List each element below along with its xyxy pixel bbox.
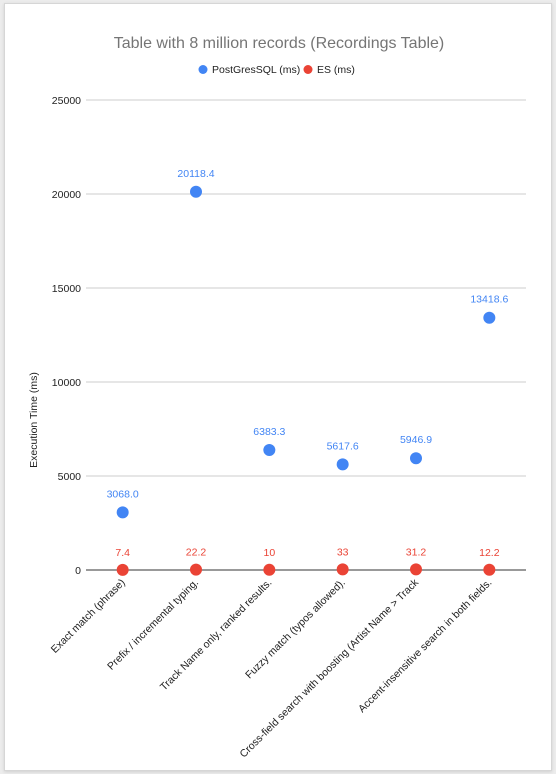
legend: PostGresSQL (ms) ES (ms): [198, 64, 355, 76]
chart-title: Table with 8 million records (Recordings…: [114, 35, 445, 52]
postgres-point: [190, 185, 202, 198]
data-points: [116, 185, 496, 576]
x-category-label: Exact match (phrase): [49, 577, 128, 656]
legend-entry: ES (ms): [317, 64, 355, 76]
y-tick-label: 15000: [52, 283, 81, 295]
postgres-point: [410, 452, 422, 465]
data-label: 5946.9: [400, 434, 432, 446]
y-tick-label: 25000: [52, 95, 81, 107]
x-axis-categories: Exact match (phrase)Prefix / incremental…: [49, 576, 495, 760]
data-label: 13418.6: [470, 294, 508, 306]
gridlines: [86, 99, 526, 571]
es-point: [483, 563, 496, 576]
data-label: 3068.0: [107, 488, 139, 500]
es-point: [410, 563, 422, 576]
data-label: 33: [337, 546, 349, 558]
es-point: [336, 563, 349, 576]
data-label: 10: [263, 547, 275, 559]
data-label: 7.4: [115, 547, 130, 559]
y-axis-title: Execution Time (ms): [28, 372, 40, 468]
postgres-point: [263, 443, 276, 456]
data-label: 5617.6: [327, 440, 359, 452]
y-tick-label: 20000: [52, 189, 81, 201]
y-tick-label: 0: [75, 565, 81, 577]
es-point: [263, 563, 276, 576]
data-labels: 3068.0 20118.4 6383.3 5617.6 5946.9 13418.6 7.…: [107, 168, 509, 559]
scatter-chart: Table with 8 million records (Recordings…: [28, 35, 526, 760]
data-label: 22.2: [186, 547, 207, 559]
chart-card: Table with 8 million records (Recordings…: [4, 3, 552, 771]
data-label: 20118.4: [177, 168, 214, 180]
postgres-point: [116, 506, 129, 519]
es-point: [116, 563, 129, 576]
legend-marker: [303, 65, 313, 74]
data-label: 12.2: [479, 547, 500, 559]
y-tick-label: 10000: [52, 377, 81, 389]
y-axis-ticks: 0 5000 10000 15000 20000 25000: [52, 95, 81, 577]
data-label: 31.2: [406, 546, 427, 558]
es-point: [190, 563, 202, 576]
legend-marker: [198, 65, 208, 74]
postgres-point: [483, 311, 496, 324]
x-category-label: Accent-insensitive search in both fields…: [356, 577, 494, 715]
postgres-point: [336, 458, 349, 471]
data-label: 6383.3: [253, 426, 285, 438]
y-tick-label: 5000: [58, 471, 82, 483]
legend-entry: PostGresSQL (ms): [212, 64, 300, 76]
